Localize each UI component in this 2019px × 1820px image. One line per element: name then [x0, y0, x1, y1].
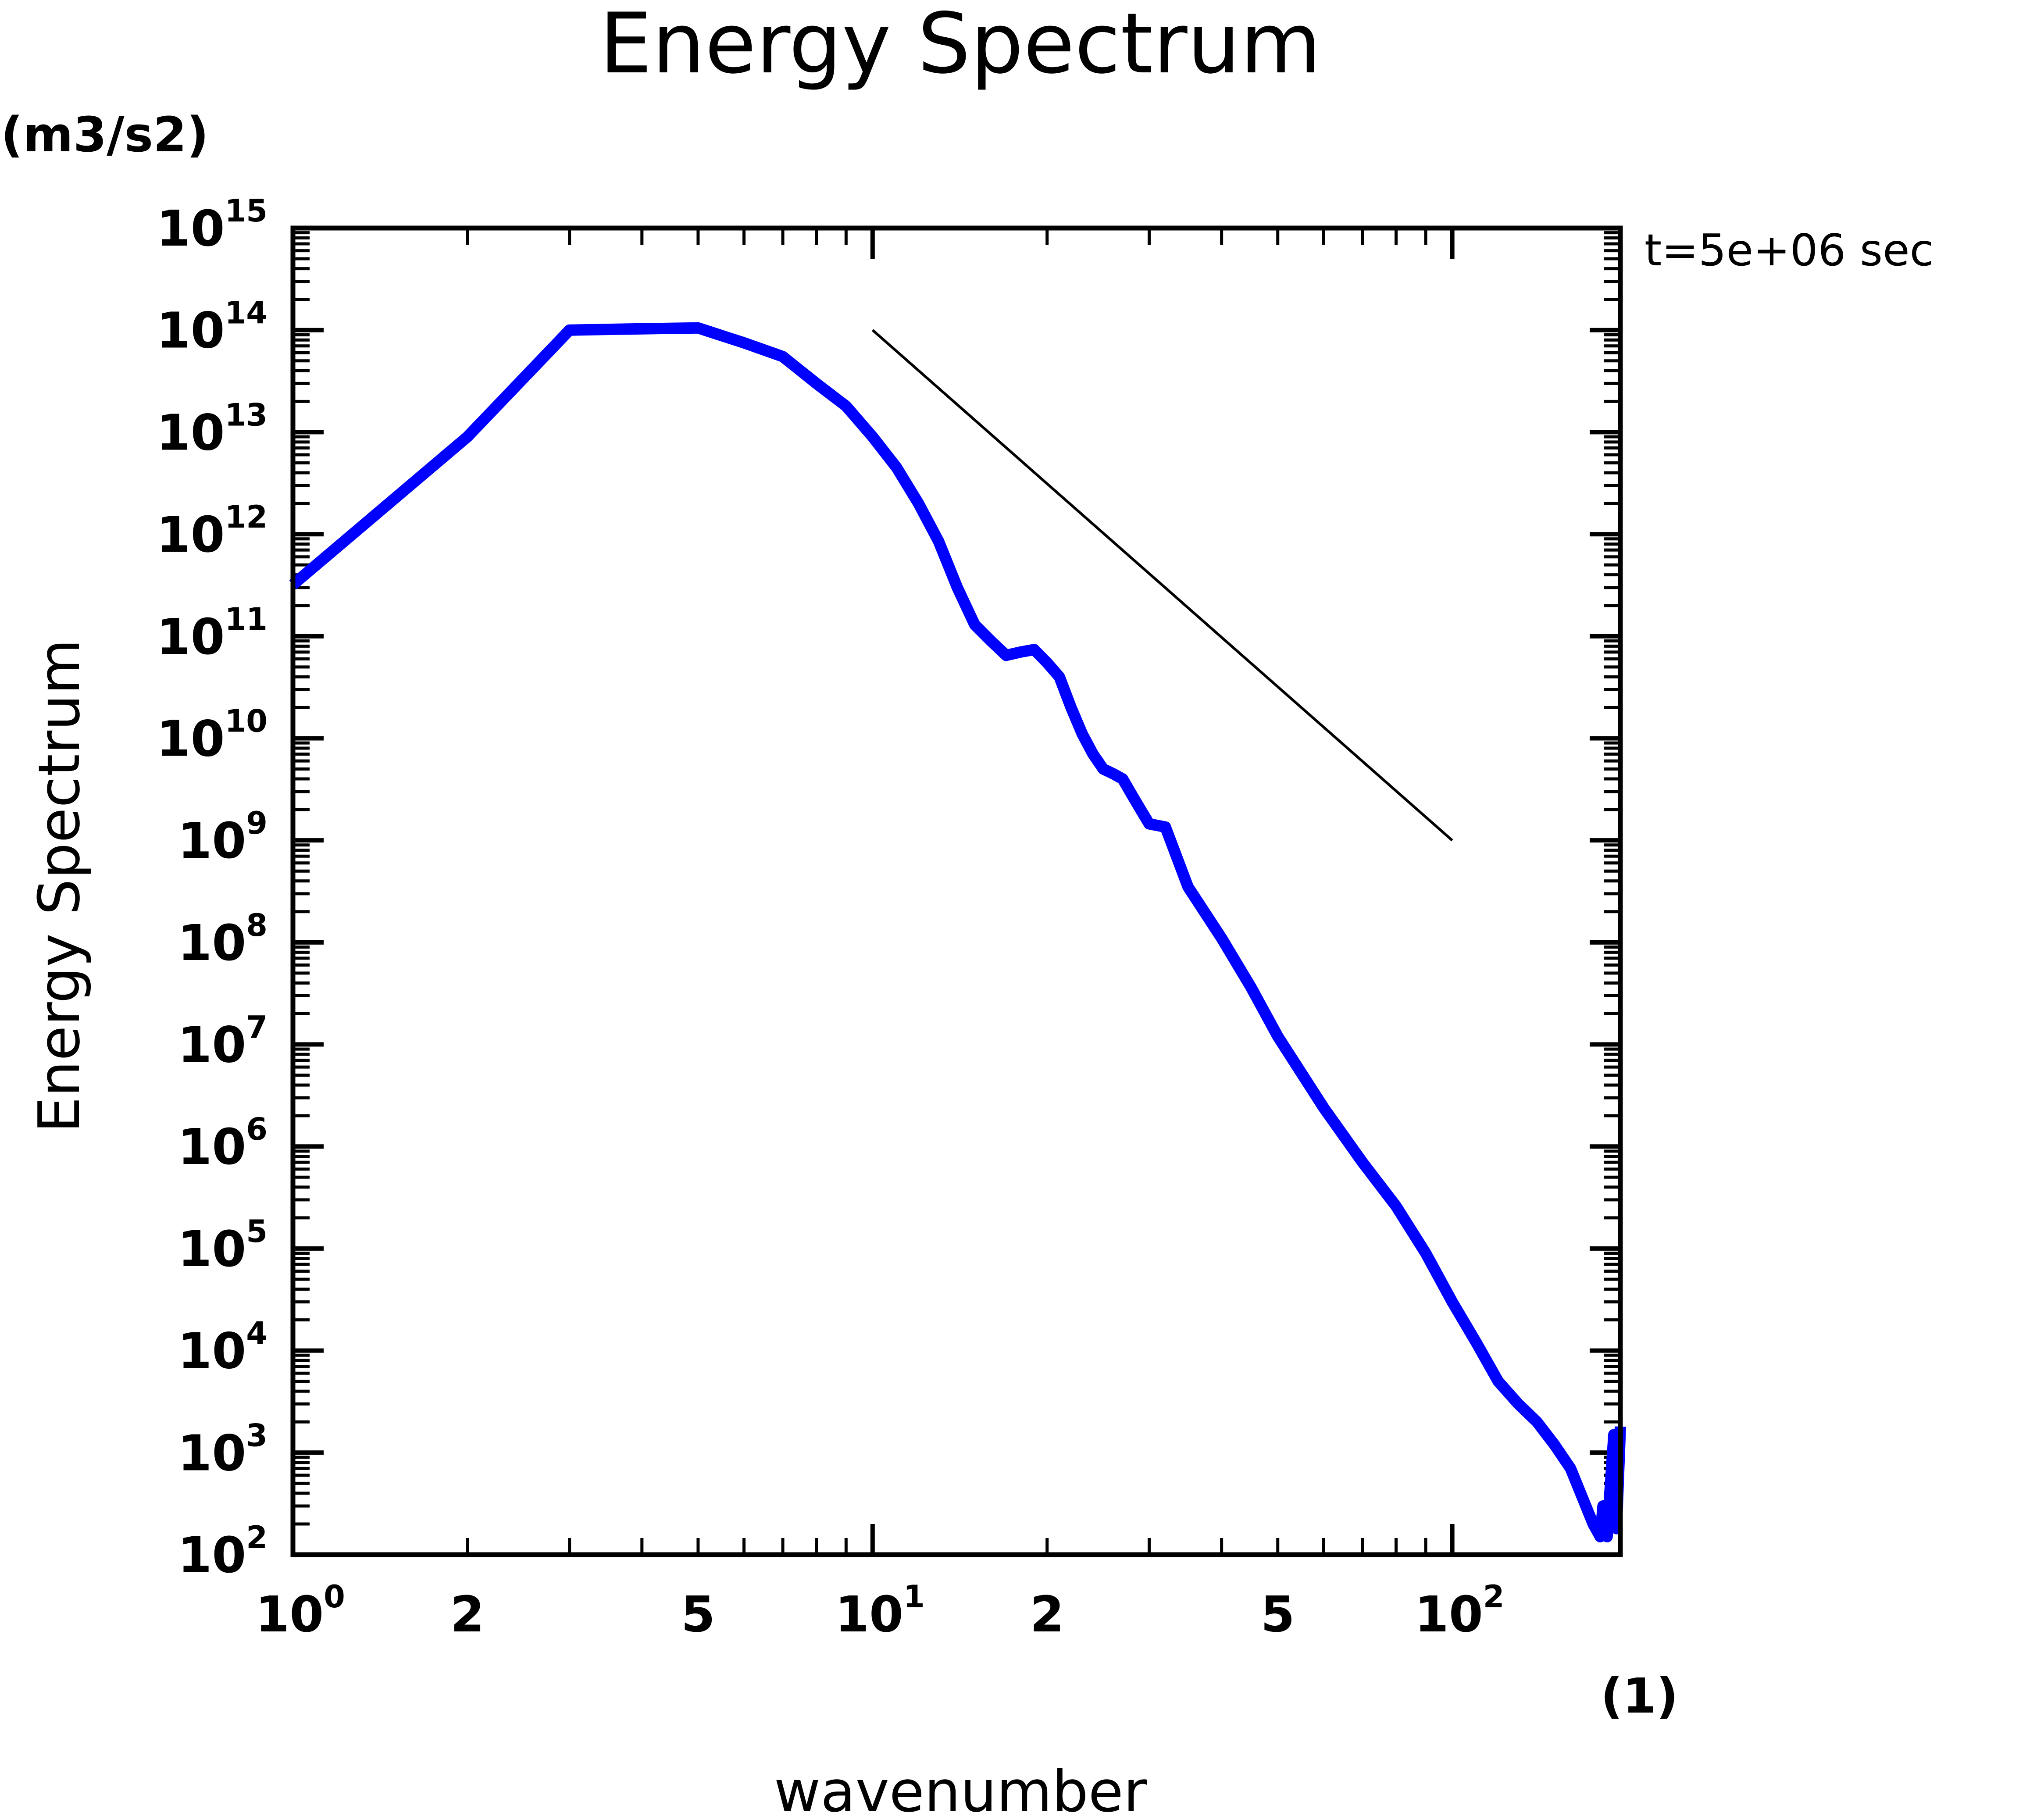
y-tick-exponent: 13: [225, 397, 268, 433]
chart-title: Energy Spectrum: [599, 0, 1321, 92]
y-tick-label: 105: [178, 1213, 268, 1278]
y-tick-base: 10: [157, 303, 225, 360]
x-tick-base: 10: [1415, 1586, 1483, 1643]
y-tick-label: 103: [178, 1417, 268, 1482]
x-tick-base: 5: [1261, 1586, 1295, 1643]
y-tick-base: 10: [178, 1119, 246, 1176]
axis-tick-labels: 1015101410131012101110101091081071061051…: [157, 193, 1505, 1643]
y-tick-exponent: 15: [225, 193, 268, 229]
y-tick-base: 10: [178, 1221, 246, 1278]
y-tick-base: 10: [178, 813, 246, 870]
y-tick-exponent: 10: [225, 703, 268, 739]
y-tick-base: 10: [157, 404, 225, 461]
y-tick-label: 106: [178, 1111, 268, 1176]
x-axis-label: wavenumber: [774, 1758, 1147, 1820]
y-tick-label: 109: [178, 805, 268, 870]
y-tick-exponent: 11: [225, 601, 268, 637]
x-tick-label: 100: [255, 1579, 345, 1643]
y-tick-exponent: 9: [246, 805, 268, 841]
x-tick-base: 10: [835, 1586, 903, 1643]
x-tick-base: 2: [1030, 1586, 1064, 1643]
x-tick-label: 5: [681, 1586, 715, 1643]
reference-slope-line: [871, 329, 1453, 842]
y-tick-base: 10: [157, 710, 225, 767]
y-axis-label: Energy Spectrum: [26, 639, 93, 1133]
y-tick-base: 10: [178, 1425, 246, 1482]
y-tick-exponent: 8: [246, 907, 268, 943]
y-tick-label: 107: [178, 1010, 268, 1074]
x-tick-base: 10: [255, 1586, 324, 1643]
x-tick-label: 2: [1030, 1586, 1064, 1643]
x-axis-unit: (1): [1601, 1668, 1678, 1724]
x-tick-base: 2: [450, 1586, 485, 1643]
y-tick-base: 10: [157, 507, 225, 564]
x-tick-label: 2: [450, 1586, 485, 1643]
y-tick-base: 10: [178, 1017, 246, 1074]
y-tick-label: 1013: [157, 397, 268, 461]
series-layer: [289, 322, 1626, 1542]
y-axis-unit: (m3/s2): [1, 107, 209, 163]
y-tick-base: 10: [178, 915, 246, 972]
axis-ticks: [291, 226, 1620, 1557]
x-tick-exponent: 2: [1483, 1579, 1505, 1615]
y-tick-label: 1010: [157, 703, 268, 767]
x-tick-label: 102: [1415, 1579, 1505, 1643]
y-tick-exponent: 14: [225, 295, 268, 331]
y-tick-exponent: 12: [225, 499, 268, 535]
y-tick-label: 1015: [157, 193, 268, 257]
y-tick-exponent: 6: [246, 1111, 268, 1147]
y-tick-exponent: 4: [246, 1316, 268, 1352]
plot-frame: [290, 225, 1623, 1557]
x-tick-label: 5: [1261, 1586, 1295, 1643]
y-tick-exponent: 3: [246, 1417, 268, 1453]
y-tick-label: 104: [178, 1316, 268, 1380]
time-annotation: t=5e+06 sec: [1644, 225, 1934, 276]
y-tick-exponent: 2: [246, 1520, 268, 1556]
y-tick-label: 1011: [157, 601, 268, 666]
energy-spectrum-line: [289, 322, 1626, 1542]
y-tick-base: 10: [157, 200, 225, 257]
y-tick-base: 10: [178, 1527, 246, 1584]
y-tick-label: 102: [178, 1520, 268, 1584]
y-tick-label: 1012: [157, 499, 268, 564]
x-tick-exponent: 1: [903, 1579, 925, 1615]
y-tick-label: 1014: [157, 295, 268, 360]
x-tick-label: 101: [835, 1579, 925, 1643]
y-tick-base: 10: [157, 609, 225, 666]
y-tick-label: 108: [178, 907, 268, 972]
y-tick-exponent: 7: [246, 1010, 268, 1046]
y-tick-base: 10: [178, 1323, 246, 1380]
y-tick-exponent: 5: [246, 1213, 268, 1249]
x-tick-base: 5: [681, 1586, 715, 1643]
x-tick-exponent: 0: [324, 1579, 345, 1615]
